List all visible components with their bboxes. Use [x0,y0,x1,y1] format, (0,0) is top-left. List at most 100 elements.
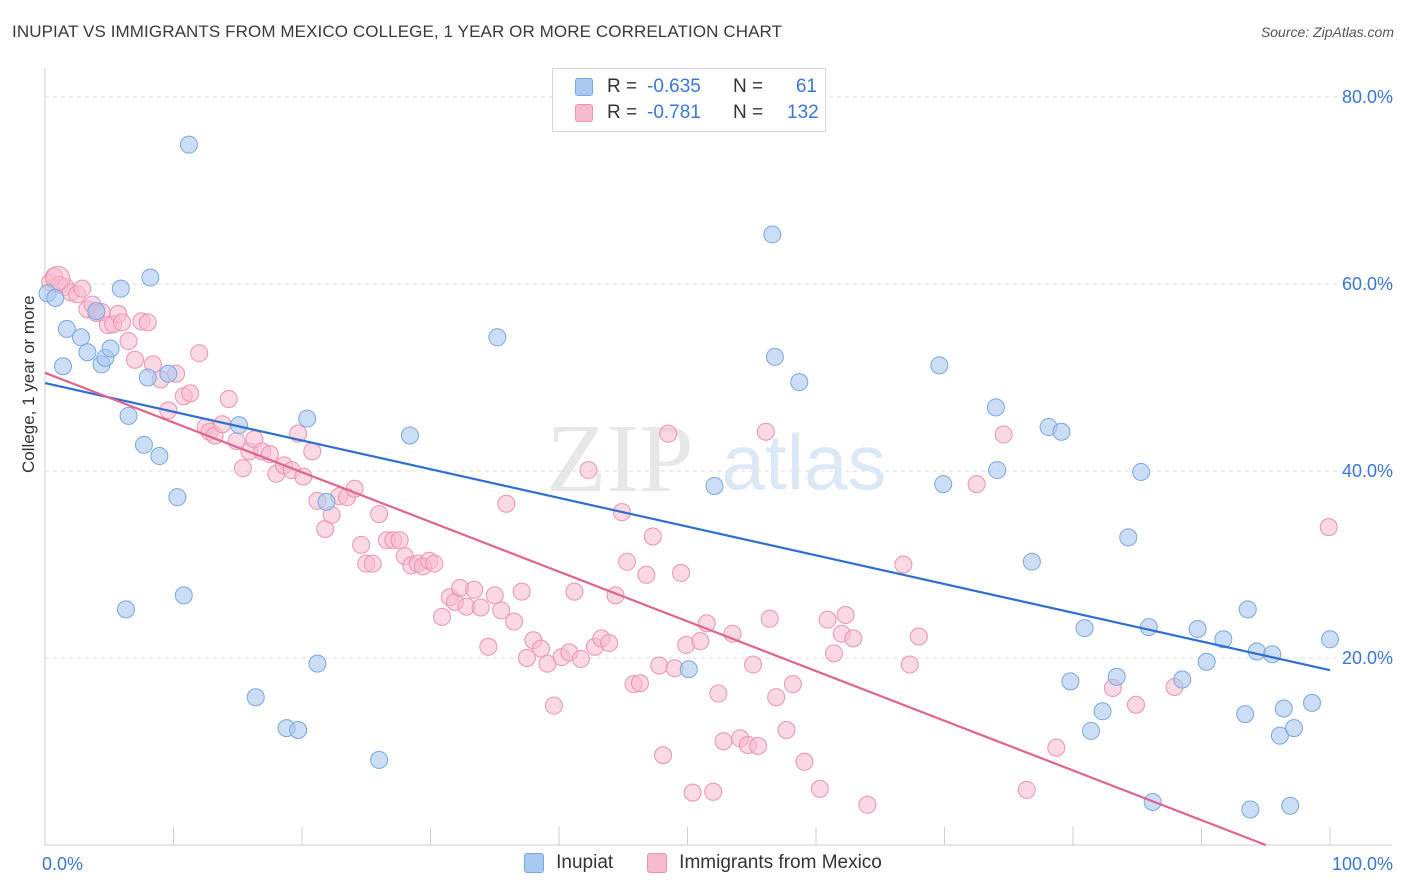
data-point-inupiat [1075,619,1094,638]
data-point-mexico [756,422,775,441]
data-point-inupiat [1263,645,1282,664]
data-point-inupiat [168,488,187,507]
data-point-inupiat [1119,528,1138,547]
data-point-mexico [303,442,322,461]
axes [44,68,1392,846]
data-point-inupiat [78,343,97,362]
data-point-inupiat [308,654,327,673]
data-point-mexico [994,425,1013,444]
bottom-legend-inupiat: Inupiat [524,852,613,874]
data-point-inupiat [1022,552,1041,571]
data-point-mexico [492,601,511,620]
data-point-mexico [643,527,662,546]
data-point-mexico [909,627,928,646]
data-point-inupiat [111,279,130,298]
data-point-inupiat [134,435,153,454]
data-point-mexico [709,684,728,703]
data-point-mexico [1047,738,1066,757]
tick-labels: 20.0% 40.0% 60.0% 80.0% 0.0% 100.0% [42,87,1393,874]
legend-swatch-inupiat [575,78,593,96]
series-immigrants-from-mexico [41,265,1338,814]
data-point-mexico [672,563,691,582]
data-point-mexico [390,531,409,550]
data-point-inupiat [1132,462,1151,481]
data-point-mexico [471,598,490,617]
source-label: Source: ZipAtlas.com [1260,24,1394,40]
data-point-inupiat [138,368,157,387]
data-point-mexico [795,752,814,771]
x-tick-label: 0.0% [42,854,83,874]
data-point-mexico [618,552,637,571]
data-point-mexico [654,746,673,765]
bottom-legend-label: Immigrants from Mexico [679,852,882,873]
legend-swatch-mexico [575,104,593,122]
data-point-mexico [517,649,536,667]
bottom-legend: Inupiat Immigrants from Mexico [0,852,1406,874]
data-point-inupiat [1321,630,1339,649]
data-point-mexico [465,580,484,599]
gridlines [45,96,1392,659]
data-point-inupiat [174,586,193,605]
legend-n-value: 132 [787,102,819,123]
data-point-mexico [714,732,733,751]
data-point-inupiat [159,364,178,383]
data-point-mexico [900,655,919,674]
data-point-mexico [219,390,238,409]
bottom-legend-swatch-inupiat [524,853,545,873]
data-point-mexico [370,505,389,524]
data-point-mexico [704,782,723,801]
watermark-zip: ZIP [547,405,694,513]
data-point-mexico [749,736,768,755]
data-point-mexico [894,555,913,574]
data-point-inupiat [1238,600,1257,619]
data-point-inupiat [179,135,198,154]
data-point-mexico [777,720,796,739]
data-point-mexico [73,279,92,298]
data-point-mexico [125,350,144,369]
data-point-mexico [497,494,516,513]
data-point-mexico [190,344,209,363]
legend-n-label: N = [733,76,764,97]
data-point-inupiat [1236,705,1255,724]
data-point-inupiat [1270,726,1289,745]
data-point-mexico [824,644,843,663]
data-point-mexico [637,565,656,584]
data-point-mexico [1017,780,1036,799]
x-tick-label: 100.0% [1332,854,1393,874]
data-point-inupiat [705,476,724,495]
legend-row-mexico: R = -0.781 N = 132 [575,101,819,125]
data-point-mexico [659,424,678,443]
legend-n-label: N = [733,102,764,123]
y-tick-label: 80.0% [1342,87,1393,107]
y-tick-label: 40.0% [1342,461,1393,481]
trend-line-inupiat [44,382,1331,672]
data-point-mexico [858,795,877,814]
data-point-mexico [113,313,132,332]
legend-r-label: R = [607,102,638,123]
data-point-inupiat [488,328,507,347]
data-point-mexico [425,554,444,573]
data-point-mexico [532,639,551,658]
data-point-mexico [760,609,779,628]
legend-n-value: 61 [795,76,817,97]
legend-r-value: -0.781 [647,102,701,123]
chart-title: INUPIAT VS IMMIGRANTS FROM MEXICO COLLEG… [12,22,783,41]
data-point-mexico [683,783,702,802]
data-point-mexico [119,332,138,351]
data-point-inupiat [1139,618,1158,637]
data-point-inupiat [101,339,120,358]
data-point-inupiat [1241,800,1260,819]
data-point-mexico [138,313,157,332]
data-point-mexico [1319,518,1338,537]
data-point-mexico [433,607,452,626]
data-point-inupiat [1214,630,1233,649]
trend-line-mexico [44,371,1267,847]
trend-lines [44,371,1331,847]
data-point-inupiat [930,356,949,375]
data-point-mexico [579,461,598,480]
data-point-inupiat [1285,719,1304,738]
watermark: ZIP atlas [547,405,887,513]
data-point-inupiat [370,750,389,769]
legend-row-inupiat: R = -0.635 N = 61 [575,75,817,99]
